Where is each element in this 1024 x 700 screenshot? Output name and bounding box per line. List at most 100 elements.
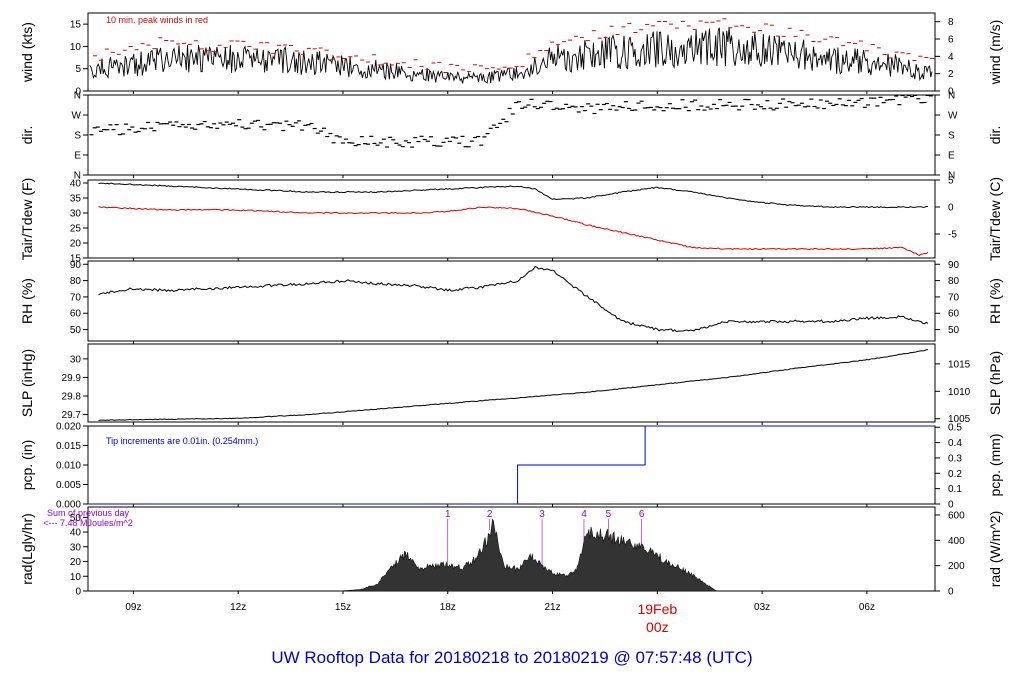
y-tick-label: 30 [70,542,82,553]
y-right-tick-label: 60 [948,309,960,320]
y-tick-label: 0.015 [56,441,81,452]
y-right-tick-label: 200 [948,561,965,572]
y-tick-label: 20 [70,557,82,568]
y-tick-label: 70 [70,292,82,303]
y-tick-label: 40 [70,179,82,190]
y-axis-right-label: dir. [987,126,1003,145]
y-tick-label: 0.000 [56,500,81,511]
x-tick-label: 15z [335,602,351,613]
y-right-tick-label: 1005 [948,414,971,425]
tip-number: 1 [445,509,451,520]
y-right-tick-label: 6 [948,35,954,46]
y-tick-label: 10 [70,572,82,583]
y-tick-label: 0.010 [56,461,81,472]
radiation-area [339,518,718,592]
y-tick-label: 5 [75,64,81,75]
y-tick-label: 29.7 [62,410,82,421]
y-right-tick-label: 50 [948,325,960,336]
y-tick-label: N [74,91,81,102]
y-right-tick-label: 4 [948,52,954,63]
series-line [88,425,935,505]
y-right-tick-label: 1015 [948,359,971,370]
x-tick-label: 12z [230,602,246,613]
y-tick-label: 40 [70,528,82,539]
y-right-tick-label: 0 [948,203,954,214]
y-right-tick-label: 5 [948,176,954,187]
panel-frame [87,94,936,176]
y-tick-label: 30 [70,354,82,365]
x-tick-label: 03z [754,602,770,613]
y-tick-label: 0.020 [56,422,81,433]
y-right-tick-label: 0 [948,500,954,511]
y-tick-label: 50 [70,513,82,524]
x-tick-label: 06z [859,602,875,613]
x-tick-label: 18z [440,602,456,613]
panel-frame [87,343,936,423]
y-axis-label: SLP (inHg) [19,349,35,417]
y-right-tick-label: 0.5 [948,423,962,434]
y-right-tick-label: 8 [948,17,954,28]
series-line [98,349,929,421]
x-date-label: 19Feb [637,601,677,617]
y-tick-label: 60 [70,309,82,320]
y-tick-label: 30 [70,209,82,220]
y-right-tick-label: 80 [948,276,960,287]
y-tick-label: W [72,111,82,122]
y-right-tick-label: 0 [948,587,954,598]
y-right-tick-label: 90 [948,260,960,271]
y-axis-label: pcp. (in) [19,440,35,491]
y-tick-label: 15 [70,20,82,31]
wind-speed-series [89,27,933,84]
y-tick-label: 50 [70,325,82,336]
y-right-tick-label: 0.4 [948,438,962,449]
tip-number: 2 [487,509,493,520]
y-right-tick-label: 0.2 [948,469,962,480]
y-tick-label: N [74,171,81,182]
y-right-tick-label: 2 [948,69,954,80]
series-line [98,265,929,333]
y-tick-label: 20 [70,239,82,250]
x-date-sub-label: 00z [646,619,669,635]
y-right-tick-label: 0.1 [948,484,962,495]
y-axis-label: Tair/Tdew (F) [19,178,35,260]
y-right-tick-label: 0 [948,87,954,98]
series-line [98,182,929,209]
panel-frame [87,179,936,259]
y-tick-label: 29.9 [62,373,82,384]
y-tick-label: 10 [70,42,82,53]
y-right-tick-label: 400 [948,536,965,547]
y-tick-label: 80 [70,276,82,287]
panel-annotation-sub: <--- 7.48 MJoules/m^2 [43,518,133,528]
y-axis-label: wind (kts) [19,22,35,83]
y-tick-label: 90 [70,260,82,271]
y-tick-label: 0.005 [56,480,81,491]
series-line [98,206,929,257]
x-tick-label: 09z [125,602,141,613]
y-tick-label: 35 [70,194,82,205]
y-axis-right-label: rad (W/m^2) [987,511,1003,588]
y-right-tick-label: 1010 [948,387,971,398]
tip-number: 5 [606,509,612,520]
y-right-tick-label: 70 [948,292,960,303]
x-tick-label: 21z [544,602,560,613]
y-right-tick-label: S [948,131,955,142]
tip-number: 4 [581,509,587,520]
y-right-tick-label: 600 [948,510,965,521]
y-axis-right-label: pcp. (mm) [987,434,1003,497]
y-right-tick-label: E [948,151,955,162]
y-tick-label: 29.8 [62,392,82,403]
y-axis-label: rad(Lgly/hr) [19,513,35,585]
y-axis-right-label: SLP (hPa) [987,351,1003,415]
panel-annotation: 10 min. peak winds in red [106,15,208,25]
y-right-tick-label: W [948,111,958,122]
tip-number: 6 [639,509,645,520]
y-right-tick-label: -5 [948,230,957,241]
y-right-tick-label: N [948,91,955,102]
panel-annotation: Tip increments are 0.01in. (0.254mm.) [106,436,258,446]
y-tick-label: 15 [70,254,82,265]
footer-title: UW Rooftop Data for 20180218 to 20180219… [271,648,753,667]
y-right-tick-label: 0.3 [948,453,962,464]
y-axis-label: dir. [19,126,35,145]
